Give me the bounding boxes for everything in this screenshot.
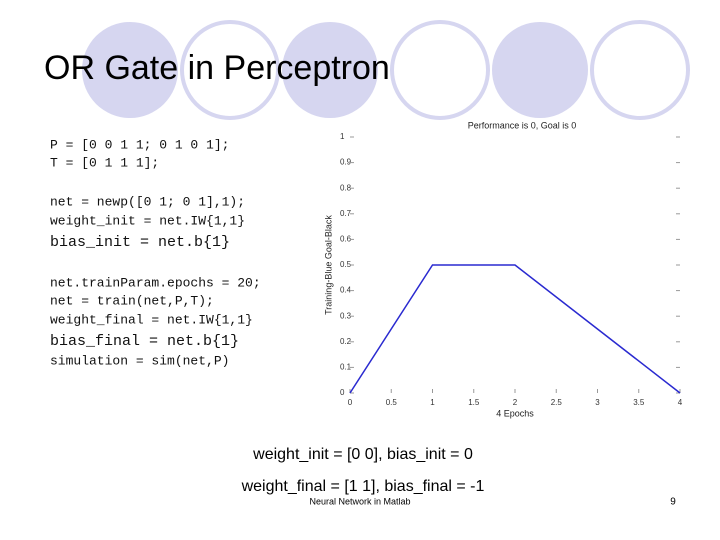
footer: Neural Network in Matlab [309,496,410,506]
code-block: P = [0 0 1 1; 0 1 0 1]; T = [0 1 1 1]; net… [50,137,261,368]
code-line: P = [0 0 1 1; 0 1 0 1]; [50,137,229,152]
y-tick-label: 0.4 [340,286,352,295]
page-number: 9 [670,497,676,508]
x-tick-label: 1.5 [468,398,480,407]
y-tick-label: 0.2 [340,337,352,346]
x-tick-label: 2 [513,398,518,407]
code-line: weight_final = net.IW{1,1} [50,312,253,327]
y-tick-label: 0.6 [340,235,352,244]
x-tick-label: 4 [678,398,683,407]
x-tick-label: 1 [430,398,435,407]
x-tick-label: 0 [348,398,353,407]
result-line: weight_final = [1 1], bias_final = -1 [241,478,485,495]
y-tick-label: 0 [340,388,345,397]
x-tick-label: 3.5 [633,398,645,407]
y-tick-label: 1 [340,132,345,141]
code-line: simulation = sim(net,P) [50,353,229,368]
chart: Performance is 0, Goal is 0 Training-Blue… [323,120,682,418]
y-tick-label: 0.5 [340,260,352,269]
code-line: bias_init = net.b{1} [50,234,230,251]
code-line: bias_final = net.b{1} [50,333,239,350]
x-tick-label: 0.5 [386,398,398,407]
slide-title: OR Gate in Perceptron [44,49,390,87]
x-tick-label: 2.5 [551,398,563,407]
code-line: net = train(net,P,T); [50,293,214,308]
y-tick-label: 0.3 [340,311,352,320]
code-line: T = [0 1 1 1]; [50,155,159,170]
chart-title: Performance is 0, Goal is 0 [468,120,577,130]
code-line: net.trainParam.epochs = 20; [50,275,261,290]
performance-line [349,264,681,394]
y-axis-label: Training-Blue Goal-Black [323,215,333,315]
y-tick-label: 0.8 [340,183,352,192]
code-line: net = newp([0 1; 0 1],1); [50,194,245,209]
y-tick-label: 0.9 [340,158,352,167]
decoration [82,20,690,120]
y-tick-label: 0.1 [340,363,352,372]
code-line: weight_init = net.IW{1,1} [50,213,245,228]
x-axis-label: 4 Epochs [496,408,534,418]
result-line: weight_init = [0 0], bias_init = 0 [252,446,473,463]
x-tick-label: 3 [595,398,600,407]
y-tick-label: 0.7 [340,209,352,218]
